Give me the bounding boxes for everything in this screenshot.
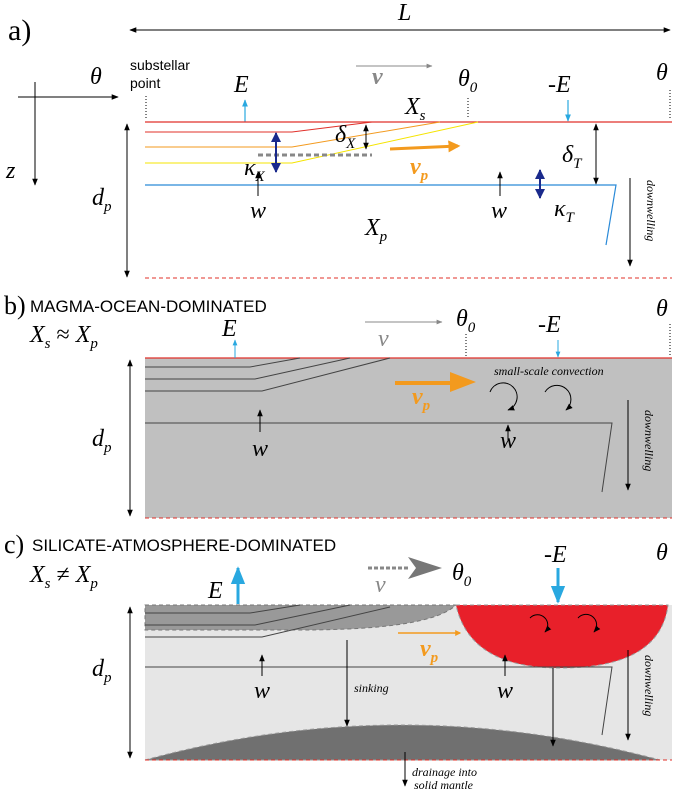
theta-end-label: θ: [656, 540, 668, 566]
symbol: X: [364, 215, 381, 241]
w-label: w: [250, 198, 266, 224]
z-label: z: [5, 158, 16, 184]
subscript: p: [429, 650, 439, 666]
downwelling-label: downwelling: [642, 655, 656, 716]
kappa-x-label: κX: [244, 155, 266, 185]
theta-end-label: θ: [656, 60, 668, 86]
panel-b: b) MAGMA-OCEAN-DOMINATED Xs ≈ Xp E v θ0 …: [4, 291, 672, 518]
minus-e-label: -E: [538, 312, 561, 338]
substellar-label: point: [130, 75, 160, 91]
subscript: p: [379, 229, 388, 245]
subscript: X: [345, 136, 356, 152]
symbol: X: [404, 94, 421, 120]
substellar-label: substellar: [130, 57, 190, 73]
symbol: v: [410, 154, 421, 180]
subscript: p: [103, 199, 112, 215]
sinking-label: sinking: [354, 681, 389, 695]
minus-e-label: -E: [544, 542, 567, 568]
symbol: X: [75, 562, 92, 588]
subscript: p: [89, 576, 98, 592]
e-label: E: [207, 578, 223, 604]
subscript: 0: [470, 80, 478, 96]
layer-orange: [145, 122, 440, 147]
theta-end-label: θ: [656, 296, 668, 322]
layer-yellow: [145, 122, 478, 163]
delta-t-label: δT: [562, 142, 583, 172]
drainage-label: drainage into: [412, 765, 477, 779]
v-label: v: [372, 64, 383, 90]
symbol: X: [75, 322, 92, 348]
v-label: v: [378, 326, 389, 352]
subscript: T: [573, 156, 583, 172]
v-arrowhead: [408, 557, 442, 579]
convection-label: small-scale convection: [494, 364, 604, 378]
symbol: θ: [458, 66, 470, 92]
subscript: 0: [464, 574, 472, 590]
w-label: w: [497, 678, 513, 704]
subscript: p: [421, 398, 431, 414]
dp-label: dp: [92, 656, 112, 686]
delta-x-label: δX: [335, 122, 356, 152]
dp-label: dp: [92, 426, 112, 456]
subscript: p: [89, 336, 98, 352]
panel-title: MAGMA-OCEAN-DOMINATED: [30, 297, 267, 316]
xp-label: Xp: [364, 215, 388, 245]
v-label: v: [375, 572, 386, 598]
subscript: T: [566, 210, 576, 226]
panel-title: SILICATE-ATMOSPHERE-DOMINATED: [32, 536, 336, 555]
symbol: κ: [554, 196, 566, 222]
symbol: θ: [452, 560, 464, 586]
w-label: w: [500, 428, 516, 454]
symbol: v: [412, 384, 423, 410]
symbol: v: [420, 636, 431, 662]
symbol: κ: [244, 155, 256, 181]
e-label: E: [233, 72, 249, 98]
panel-label: c): [4, 530, 24, 559]
relation: Xs ≠ Xp: [29, 562, 98, 592]
subscript: s: [420, 108, 426, 124]
minus-e-label: -E: [548, 72, 571, 98]
operator: ≠: [51, 562, 76, 588]
drainage-label: solid mantle: [414, 778, 474, 792]
kappa-t-label: κT: [554, 196, 576, 226]
w-label: w: [491, 198, 507, 224]
vp-arrow: [390, 146, 458, 149]
operator: ≈: [51, 322, 76, 348]
theta0-label: θ0: [456, 306, 476, 336]
subscript: 0: [468, 320, 476, 336]
dp-label: dp: [92, 185, 112, 215]
subscript: p: [103, 440, 112, 456]
w-label: w: [254, 678, 270, 704]
panel-a: a) L θ z substellar point v θ0 θ E -E Xs…: [5, 0, 672, 278]
subscript: p: [103, 670, 112, 686]
length-label: L: [397, 0, 411, 26]
panel-c: c) SILICATE-ATMOSPHERE-DOMINATED Xs ≠ Xp…: [4, 530, 672, 792]
relation: Xs ≈ Xp: [29, 322, 98, 352]
theta-label: θ: [90, 64, 102, 90]
theta0-label: θ0: [458, 66, 478, 96]
symbol: X: [29, 562, 46, 588]
downwelling-label: downwelling: [642, 410, 656, 471]
theta0-label: θ0: [452, 560, 472, 590]
w-label: w: [252, 436, 268, 462]
symbol: θ: [456, 306, 468, 332]
panel-label: b): [4, 291, 26, 320]
panel-label: a): [8, 14, 31, 47]
diagram: a) L θ z substellar point v θ0 θ E -E Xs…: [0, 0, 674, 804]
subscript: X: [255, 169, 266, 185]
vp-label: vp: [410, 154, 429, 184]
e-label: E: [221, 316, 237, 342]
symbol: X: [29, 322, 46, 348]
subscript: p: [419, 168, 429, 184]
downwelling-label: downwelling: [644, 180, 658, 241]
page: a) L θ z substellar point v θ0 θ E -E Xs…: [0, 0, 674, 804]
xs-label: Xs: [404, 94, 426, 124]
